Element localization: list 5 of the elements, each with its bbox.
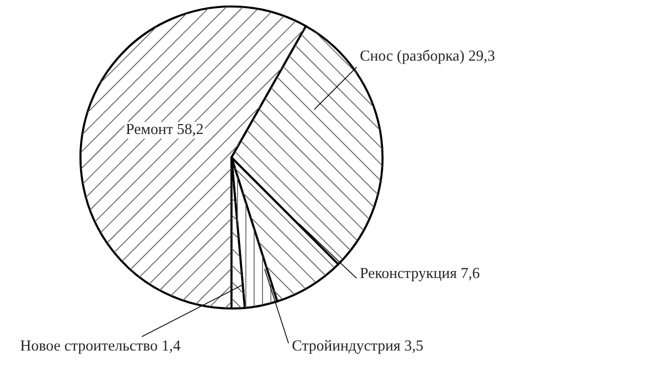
slice-label: Ремонт 58,2	[126, 124, 203, 136]
slice-label: Снос (разборка) 29,3	[360, 50, 494, 64]
slice-label: Реконструкция 7,6	[360, 268, 480, 282]
slice-label: Стройиндустрия 3,5	[292, 340, 423, 354]
slice-label: Новое строительство 1,4	[20, 340, 180, 354]
